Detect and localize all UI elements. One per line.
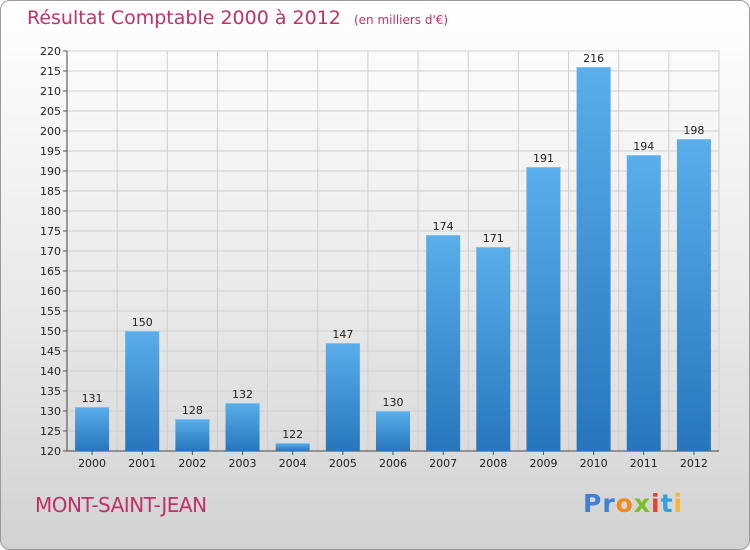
bar [275, 443, 310, 451]
y-tick-label: 215 [40, 65, 61, 78]
bar [325, 343, 360, 451]
bar-value-label: 147 [332, 328, 353, 341]
logo-part: t [660, 489, 674, 518]
y-tick-label: 145 [40, 345, 61, 358]
y-tick-label: 125 [40, 425, 61, 438]
bar-value-label: 198 [683, 124, 704, 137]
y-tick-label: 130 [40, 405, 61, 418]
grid-lines [66, 50, 720, 452]
bar [426, 235, 461, 451]
x-tick-label: 2004 [279, 457, 307, 470]
logo-part: Pr [583, 489, 616, 518]
y-tick-label: 205 [40, 105, 61, 118]
logo-part: i [650, 489, 661, 518]
x-tick-label: 2010 [580, 457, 608, 470]
x-tick-label: 2001 [128, 457, 156, 470]
bar [376, 411, 410, 451]
logo-part: i [673, 489, 684, 518]
bar-value-label: 128 [182, 404, 203, 417]
y-tick-label: 140 [40, 365, 61, 378]
x-tick-label: 2009 [529, 457, 557, 470]
x-tick-label: 2005 [329, 457, 357, 470]
bar-value-label: 174 [433, 220, 454, 233]
y-tick-label: 220 [40, 45, 61, 58]
y-tick-label: 135 [40, 385, 61, 398]
bar-value-label: 194 [633, 140, 654, 153]
y-tick-label: 160 [40, 285, 61, 298]
y-tick-label: 185 [40, 185, 61, 198]
y-tick-label: 120 [40, 445, 61, 458]
chart-title: Résultat Comptable 2000 à 2012 (en milli… [27, 7, 448, 29]
logo-part: o [615, 489, 634, 518]
chart-title-main: Résultat Comptable 2000 à 2012 [27, 7, 341, 29]
y-tick-label: 175 [40, 225, 61, 238]
x-tick-label: 2008 [479, 457, 507, 470]
y-tick-label: 170 [40, 245, 61, 258]
bar [576, 67, 611, 451]
chart-title-unit: (en milliers d'€) [353, 13, 449, 27]
bar-value-label: 130 [383, 396, 404, 409]
y-tick-label: 190 [40, 165, 61, 178]
town-name: MONT-SAINT-JEAN [35, 493, 207, 517]
bar [225, 403, 260, 451]
bar [676, 139, 711, 451]
bar [626, 155, 661, 451]
x-tick-label: 2007 [429, 457, 457, 470]
bar-value-label: 171 [483, 232, 504, 245]
x-tick-label: 2002 [178, 457, 206, 470]
bars [75, 67, 711, 451]
bar [125, 331, 160, 451]
labels: 120 125 130 135 140 145 150 155 160 165 170 175 180 1… [40, 45, 708, 470]
bar [175, 419, 210, 451]
y-tick-label: 150 [40, 325, 61, 338]
x-tick-label: 2003 [229, 457, 257, 470]
bar-value-label: 122 [282, 428, 303, 441]
x-tick-label: 2012 [680, 457, 708, 470]
bar [476, 247, 511, 451]
axes [63, 50, 719, 455]
y-tick-label: 210 [40, 85, 61, 98]
bar-value-label: 150 [132, 316, 153, 329]
y-tick-label: 155 [40, 305, 61, 318]
bar-value-label: 131 [82, 392, 103, 405]
x-tick-label: 2006 [379, 457, 407, 470]
y-tick-label: 200 [40, 125, 61, 138]
proxiti-logo: Proxiti [583, 489, 683, 518]
y-tick-label: 165 [40, 265, 61, 278]
bar [526, 167, 561, 451]
logo-part: x [633, 489, 651, 518]
bar-value-label: 191 [533, 152, 554, 165]
x-tick-label: 2011 [630, 457, 658, 470]
bar-value-label: 132 [232, 388, 253, 401]
x-tick-label: 2000 [78, 457, 106, 470]
bar [75, 407, 110, 451]
bar-value-label: 216 [583, 52, 604, 65]
y-tick-label: 195 [40, 145, 61, 158]
y-tick-label: 180 [40, 205, 61, 218]
